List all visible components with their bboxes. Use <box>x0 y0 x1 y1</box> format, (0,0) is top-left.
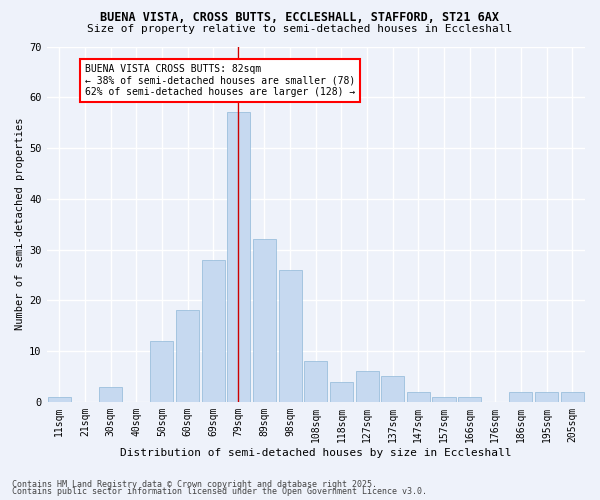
Bar <box>304 361 328 402</box>
Bar <box>253 240 276 402</box>
Bar <box>202 260 225 402</box>
Text: Size of property relative to semi-detached houses in Eccleshall: Size of property relative to semi-detach… <box>88 24 512 34</box>
Bar <box>99 386 122 402</box>
Bar <box>278 270 302 402</box>
Bar <box>356 372 379 402</box>
Bar <box>48 397 71 402</box>
Bar <box>407 392 430 402</box>
Text: Contains public sector information licensed under the Open Government Licence v3: Contains public sector information licen… <box>12 487 427 496</box>
Y-axis label: Number of semi-detached properties: Number of semi-detached properties <box>15 118 25 330</box>
Bar <box>433 397 455 402</box>
Text: BUENA VISTA CROSS BUTTS: 82sqm
← 38% of semi-detached houses are smaller (78)
62: BUENA VISTA CROSS BUTTS: 82sqm ← 38% of … <box>85 64 355 98</box>
Bar <box>381 376 404 402</box>
Bar <box>535 392 558 402</box>
Bar <box>330 382 353 402</box>
Bar <box>227 112 250 402</box>
Text: Contains HM Land Registry data © Crown copyright and database right 2025.: Contains HM Land Registry data © Crown c… <box>12 480 377 489</box>
Bar <box>509 392 532 402</box>
Bar <box>560 392 584 402</box>
Text: BUENA VISTA, CROSS BUTTS, ECCLESHALL, STAFFORD, ST21 6AX: BUENA VISTA, CROSS BUTTS, ECCLESHALL, ST… <box>101 11 499 24</box>
Bar <box>151 341 173 402</box>
Bar <box>458 397 481 402</box>
Bar <box>176 310 199 402</box>
X-axis label: Distribution of semi-detached houses by size in Eccleshall: Distribution of semi-detached houses by … <box>120 448 512 458</box>
